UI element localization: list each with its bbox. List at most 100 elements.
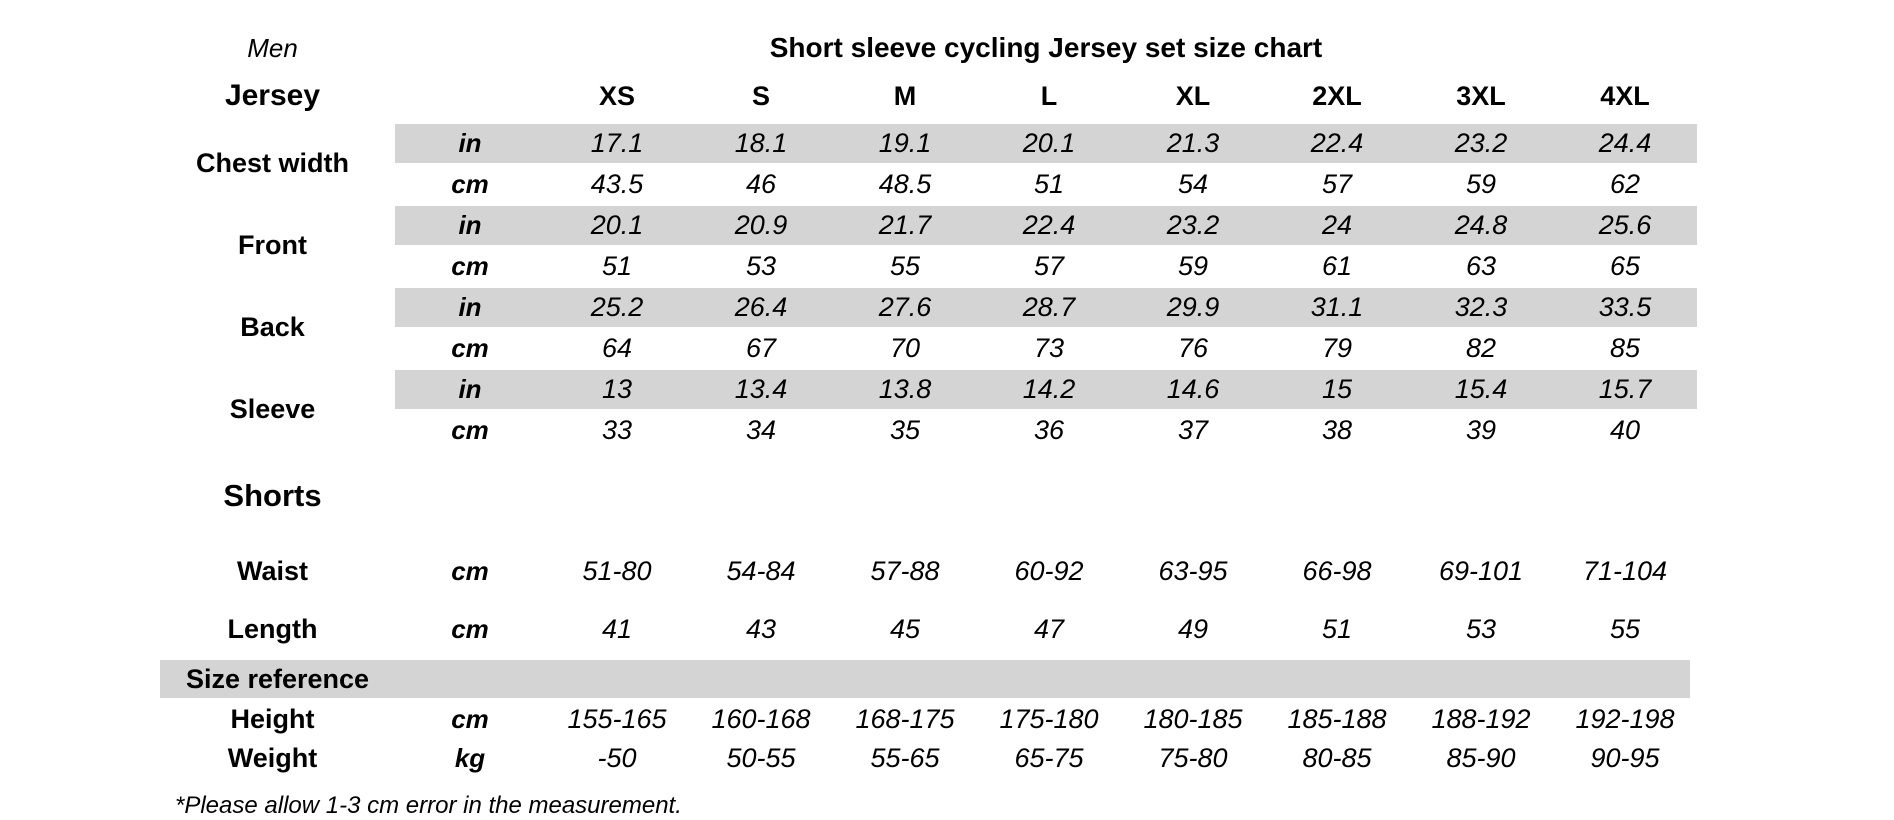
value-cell: 50-55 [726,743,796,773]
size-column-header: L [1040,80,1058,111]
value-cell: 67 [745,333,777,363]
row-values: 51 53 55 57 59 61 63 65 [545,247,1697,286]
value-cell: 76 [1177,333,1209,363]
table-row: in 25.2 26.4 27.6 28.7 29.9 31.1 32.3 33.5 [395,286,1697,329]
value-cell: 33 [601,415,633,445]
value-cell: 20.1 [1022,128,1076,158]
row-values: 20.1 20.9 21.7 22.4 23.2 24 24.8 25.6 [545,206,1697,245]
section-shorts-label: Shorts [223,478,322,513]
value-cell: 51-80 [582,555,652,586]
value-cell: 33.5 [1598,292,1652,322]
value-cell: 23.2 [1166,210,1220,240]
value-cell: 188-192 [1431,704,1531,734]
value-cell: 13.8 [878,374,932,404]
value-cell: 46 [745,169,777,199]
size-column-header: XL [1175,80,1211,111]
value-cell: 63-95 [1158,555,1228,586]
value-cell: 41 [601,613,633,644]
value-cell: 51 [601,251,633,281]
value-cell: 192-198 [1575,704,1675,734]
unit-cell: in [458,210,482,240]
measurement-label: Height [230,704,315,734]
table-row: cm 51 53 55 57 59 61 63 65 [395,247,1697,286]
value-cell: 26.4 [734,292,788,322]
value-cell: 185-188 [1287,704,1387,734]
value-cell: 39 [1465,415,1497,445]
unit-cell: cm [451,555,489,586]
value-cell: 31.1 [1310,292,1364,322]
value-cell: 38 [1321,415,1353,445]
value-cell: 25.2 [590,292,644,322]
value-cell: 53 [745,251,777,281]
measurement-label: Front [238,229,307,260]
table-row: cm 43.5 46 48.5 51 54 57 59 62 [395,165,1697,204]
value-cell: 180-185 [1143,704,1243,734]
value-cell: 71-104 [1582,555,1668,586]
measurement-label: Back [240,311,305,342]
value-cell: 57 [1033,251,1065,281]
value-cell: 53 [1465,613,1497,644]
value-cell: 28.7 [1022,292,1076,322]
value-cell: 15.7 [1598,374,1652,404]
value-cell: 65-75 [1014,743,1084,773]
measurement-label: Length [227,613,318,644]
value-cell: 22.4 [1022,210,1076,240]
value-cell: 59 [1465,169,1497,199]
value-cell: 15 [1321,374,1353,404]
value-cell: 20.1 [590,210,644,240]
value-cell: 155-165 [567,704,667,734]
measurement-row-chest-width: Chest width in 17.1 18.1 19.1 20.1 21.3 22.4 2… [150,122,1894,204]
unit-cell: in [458,128,482,158]
value-cell: 15.4 [1454,374,1508,404]
value-cell: 168-175 [855,704,955,734]
value-cell: 43.5 [590,169,644,199]
value-cell: 34 [745,415,777,445]
value-cell: 24.8 [1454,210,1508,240]
value-cell: 37 [1177,415,1209,445]
value-cell: 43 [745,613,777,644]
value-cell: 40 [1609,415,1641,445]
value-cell: 90-95 [1590,743,1660,773]
value-cell: 23.2 [1454,128,1508,158]
value-cell: 29.9 [1166,292,1220,322]
size-column-header: XS [598,80,636,111]
value-cell: 35 [889,415,921,445]
value-cell: -50 [597,743,637,773]
measurement-label: Sleeve [229,393,316,424]
size-column-headers: XS S M L XL 2XL 3XL 4XL [545,81,1697,112]
size-column-header: M [893,80,917,111]
value-cell: 69-101 [1438,555,1524,586]
value-cell: 51 [1321,613,1353,644]
value-cell: 45 [889,613,921,644]
table-row: in 20.1 20.9 21.7 22.4 23.2 24 24.8 25.6 [395,204,1697,247]
value-cell: 51 [1033,169,1065,199]
measurement-row-sleeve: Sleeve in 13 13.4 13.8 14.2 14.6 15 15.4 15.7 c… [150,368,1894,450]
value-cell: 85 [1609,333,1641,363]
value-cell: 70 [889,333,921,363]
value-cell: 20.9 [734,210,788,240]
value-cell: 61 [1321,251,1353,281]
value-cell: 32.3 [1454,292,1508,322]
value-cell: 17.1 [590,128,644,158]
gender-label: Men [247,33,298,63]
value-cell: 54 [1177,169,1209,199]
unit-cell: in [458,292,482,322]
section-shorts-header: Shorts [150,450,1894,542]
reference-row-height: Height cm 155-165 160-168 168-175 175-180 18… [150,700,1894,739]
value-cell: 18.1 [734,128,788,158]
size-column-header: 3XL [1456,80,1506,111]
size-column-header: 4XL [1600,80,1650,111]
size-reference-band: Size reference [160,660,1690,698]
section-jersey-label: Jersey [224,79,321,112]
value-cell: 57-88 [870,555,940,586]
value-cell: 82 [1465,333,1497,363]
value-cell: 60-92 [1014,555,1084,586]
size-header-row: Jersey XS S M L XL 2XL 3XL 4XL [150,70,1894,122]
value-cell: 65 [1609,251,1641,281]
value-cell: 55-65 [870,743,940,773]
value-cell: 14.2 [1022,374,1076,404]
value-cell: 13.4 [734,374,788,404]
unit-cell: cm [451,333,489,363]
page-title: Short sleeve cycling Jersey set size cha… [769,32,1323,63]
